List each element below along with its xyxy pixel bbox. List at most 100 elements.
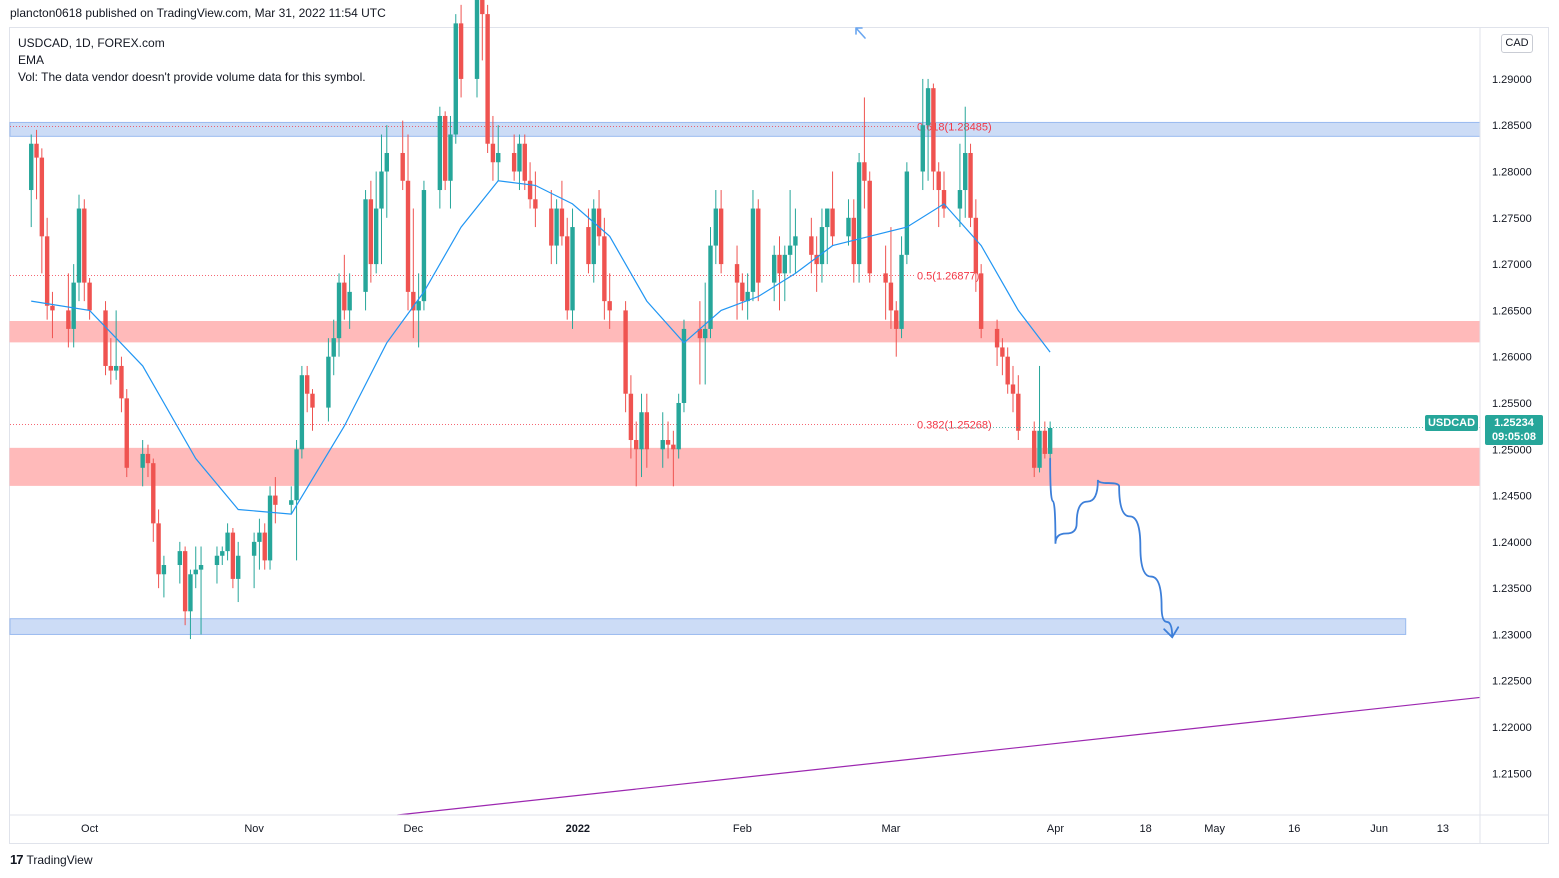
- candle-body: [177, 551, 183, 566]
- candle-body: [1032, 430, 1037, 468]
- candle-body: [124, 398, 129, 468]
- candle-body: [145, 453, 151, 464]
- candle: [793, 208, 798, 274]
- candle-body: [1037, 430, 1042, 468]
- candle: [591, 199, 596, 283]
- candle-body: [793, 236, 798, 246]
- candle: [76, 194, 82, 302]
- candle: [230, 527, 236, 589]
- candle: [565, 217, 570, 320]
- candle: [867, 171, 872, 283]
- legend-indicator[interactable]: EMA: [18, 53, 45, 67]
- candle: [50, 291, 55, 339]
- candle-body: [941, 190, 947, 209]
- candle-body: [846, 217, 851, 237]
- legend-volume-note: Vol: The data vendor doesn't provide vol…: [18, 70, 366, 84]
- candle: [665, 421, 671, 459]
- candle-body: [591, 208, 596, 265]
- candle: [496, 125, 501, 181]
- candle-body: [920, 125, 925, 172]
- price-tick: 1.21500: [1492, 768, 1532, 780]
- zone-resistance-blue-0: [9, 121, 1481, 137]
- candle: [851, 199, 856, 283]
- candle: [554, 199, 559, 265]
- candle-body: [220, 551, 225, 556]
- currency-button[interactable]: CAD: [1501, 34, 1533, 53]
- candle-body: [628, 393, 634, 441]
- candle-body: [777, 254, 782, 274]
- candle: [994, 319, 1000, 366]
- candle-body: [326, 356, 331, 408]
- candle-body: [103, 310, 108, 366]
- candle-body: [586, 227, 591, 265]
- candle: [697, 301, 703, 385]
- candle: [756, 199, 761, 302]
- candle-body: [782, 254, 788, 274]
- candle-body: [702, 328, 708, 339]
- candle: [151, 458, 156, 542]
- tradingview-logo[interactable]: 17 TradingView: [10, 852, 93, 867]
- candle-body: [554, 208, 559, 246]
- candle: [968, 143, 973, 228]
- candle: [34, 129, 39, 200]
- projection-arrowhead: [1163, 626, 1180, 639]
- candle: [347, 273, 352, 329]
- candle: [1032, 421, 1037, 478]
- time-axis: Oct Nov Dec 2022 Feb Mar Apr 18 May 16 Jun 13: [10, 814, 1548, 835]
- candle-body: [713, 208, 719, 246]
- candle-body: [193, 569, 198, 575]
- candle: [373, 171, 379, 274]
- zones-layer: [9, 121, 1481, 635]
- candle: [442, 111, 448, 191]
- candle-body: [289, 500, 294, 505]
- candle-body: [257, 532, 262, 542]
- candle-body: [214, 555, 220, 566]
- candle: [182, 546, 188, 626]
- candle-body: [665, 440, 671, 445]
- candle-body: [708, 245, 713, 329]
- candle: [925, 78, 931, 181]
- candle: [448, 115, 453, 209]
- candle-body: [76, 208, 82, 283]
- candle-body: [830, 208, 835, 237]
- zone-pink-2: [9, 447, 1481, 486]
- candle: [29, 134, 34, 228]
- projection-path: [1049, 457, 1174, 639]
- candle-body: [304, 375, 310, 394]
- candle: [830, 171, 835, 246]
- candle: [299, 365, 305, 459]
- time-tick: Oct: [81, 823, 98, 835]
- candle: [602, 217, 607, 320]
- candle-body: [437, 115, 443, 191]
- candle: [931, 83, 936, 191]
- candle: [1010, 365, 1016, 413]
- candle: [1005, 347, 1010, 394]
- candle-body: [363, 199, 368, 292]
- candle-body: [639, 412, 644, 450]
- candle-body: [310, 393, 315, 408]
- price-tick: 1.26000: [1492, 352, 1532, 364]
- tradingview-brand: TradingView: [26, 852, 93, 867]
- candle-body: [522, 143, 527, 181]
- offscreen-arrow-icon: [855, 27, 866, 39]
- candle: [379, 134, 384, 265]
- candle-body: [379, 171, 384, 209]
- candle-body: [294, 449, 299, 501]
- candle: [628, 375, 634, 459]
- candle-body: [883, 273, 888, 283]
- time-tick: 18: [1140, 823, 1152, 835]
- chart-legend: USDCAD, 1D, FOREX.com EMA Vol: The data …: [18, 35, 366, 86]
- candle: [511, 134, 517, 181]
- fib-label-0: 0.618(1.28485): [917, 122, 992, 134]
- candle-body: [734, 264, 740, 283]
- candle-body: [113, 365, 119, 371]
- candle: [384, 125, 389, 218]
- ema-line: [31, 180, 1051, 515]
- fib-layer: 0.618(1.28485) 0.5(1.26877) 0.382(1.25268): [10, 122, 992, 431]
- price-tick: 1.22500: [1492, 676, 1532, 688]
- candle: [103, 301, 108, 376]
- candle: [140, 440, 145, 487]
- price-tick: 1.27000: [1492, 259, 1532, 271]
- candle-body: [267, 495, 273, 561]
